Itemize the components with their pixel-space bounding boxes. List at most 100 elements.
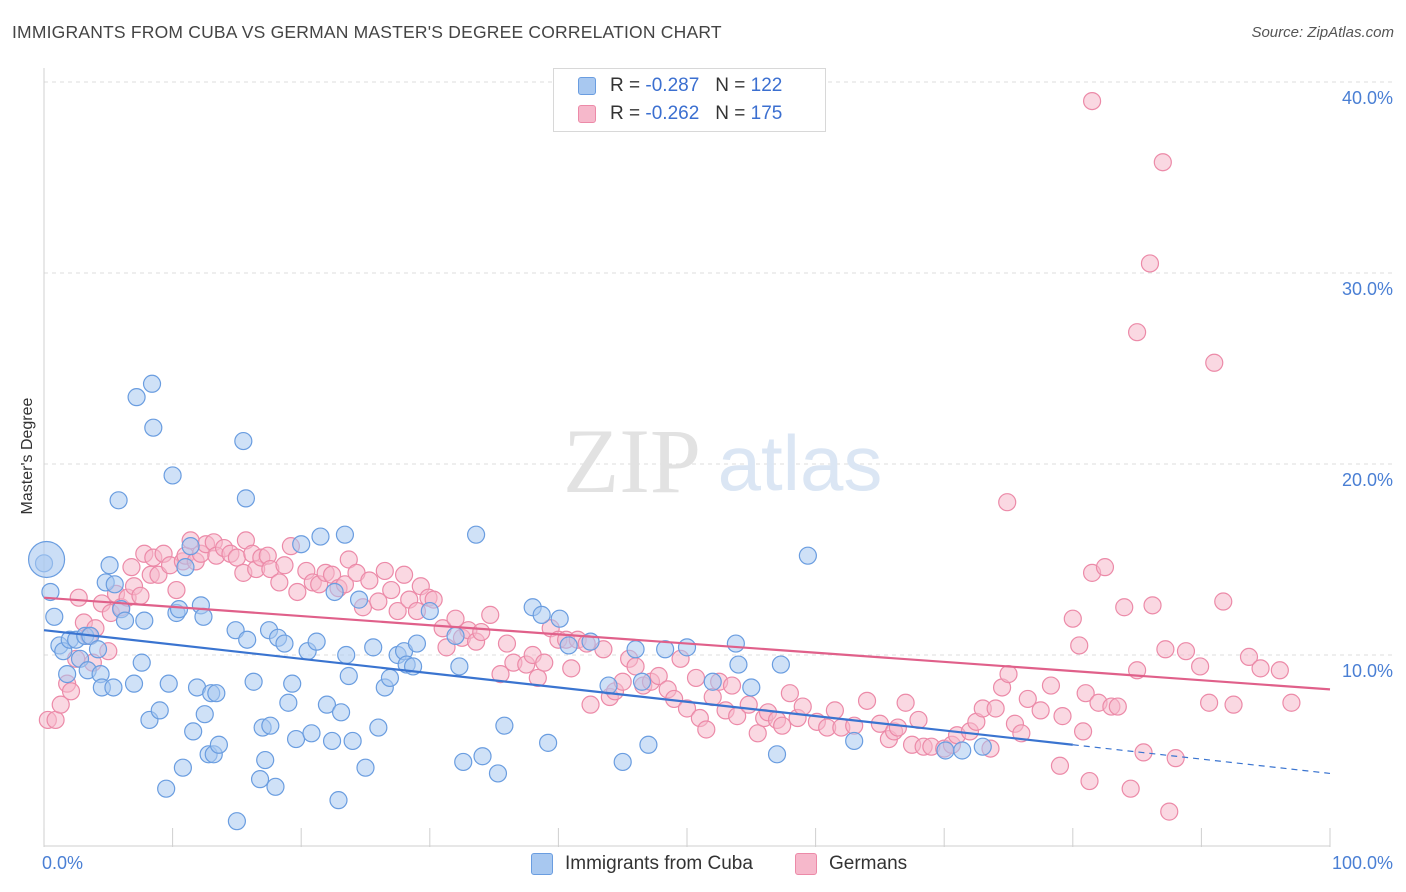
cuba-swatch bbox=[578, 77, 596, 95]
cuba-point bbox=[473, 747, 492, 766]
tick-labels: 40.0% 30.0% 20.0% 10.0% 0.0% 100.0% bbox=[42, 88, 1393, 873]
cuba-point bbox=[311, 527, 330, 546]
cuba-point bbox=[234, 431, 253, 451]
cuba-point bbox=[236, 489, 256, 508]
germans-point bbox=[131, 586, 150, 605]
germans-point bbox=[1127, 323, 1147, 342]
cuba-point bbox=[115, 611, 135, 630]
cuba-point bbox=[488, 764, 508, 783]
germans-point bbox=[1282, 693, 1301, 712]
cuba-point bbox=[275, 634, 294, 653]
germans-point bbox=[1251, 659, 1270, 678]
cuba-point bbox=[613, 752, 632, 772]
legend-r-value: -0.262 bbox=[645, 103, 700, 124]
germans-series bbox=[38, 91, 1301, 821]
cuba-point bbox=[256, 750, 275, 770]
germans-point bbox=[1095, 558, 1115, 577]
germans-point bbox=[1156, 640, 1175, 659]
germans-point bbox=[1200, 693, 1219, 712]
cuba-point bbox=[325, 582, 344, 602]
germans-point bbox=[227, 548, 246, 567]
y-tick-label-10: 10.0% bbox=[1342, 661, 1393, 681]
cuba-point bbox=[742, 678, 761, 697]
cuba-point bbox=[302, 724, 321, 743]
legend-n-value: 175 bbox=[750, 103, 783, 124]
cuba-point bbox=[349, 590, 369, 609]
cuba-point bbox=[466, 525, 486, 544]
cuba-point bbox=[331, 703, 351, 722]
x-tick-label-max: 100.0% bbox=[1332, 853, 1393, 873]
chart-title: IMMIGRANTS FROM CUBA VS GERMAN MASTER'S … bbox=[12, 22, 722, 42]
germans-point bbox=[122, 558, 141, 577]
cuba-point bbox=[450, 657, 469, 676]
germans-point bbox=[1239, 647, 1259, 667]
cuba-trend-extension bbox=[1072, 744, 1331, 775]
cuba-point bbox=[656, 640, 675, 659]
cuba-point bbox=[127, 388, 146, 407]
cuba-point bbox=[335, 525, 355, 544]
cuba-point bbox=[454, 752, 473, 772]
germans-point bbox=[1031, 701, 1050, 720]
germans-point bbox=[270, 573, 289, 592]
cuba-point bbox=[181, 537, 200, 556]
germans-point bbox=[1176, 642, 1196, 661]
germans-point bbox=[1080, 771, 1099, 791]
cuba-point bbox=[420, 601, 439, 621]
germans-point bbox=[1191, 657, 1210, 676]
germans-point bbox=[528, 668, 547, 688]
cuba-point bbox=[677, 638, 697, 657]
cuba-point bbox=[703, 672, 722, 691]
germans-point bbox=[1160, 802, 1179, 821]
germans-point bbox=[491, 664, 510, 684]
germans-point bbox=[375, 561, 394, 581]
source-label: Source: ZipAtlas.com bbox=[1251, 24, 1394, 41]
cuba-point bbox=[356, 758, 375, 777]
cuba-point bbox=[238, 630, 257, 649]
legend-r-value: -0.287 bbox=[645, 75, 700, 96]
cuba-point bbox=[317, 695, 337, 714]
cuba-point bbox=[124, 674, 144, 693]
cuba-point bbox=[292, 535, 311, 554]
cuba-point-large bbox=[27, 540, 66, 579]
germans-point bbox=[1053, 707, 1072, 726]
cuba-legend-swatch bbox=[531, 853, 553, 875]
germans-point bbox=[1082, 91, 1102, 111]
cuba-point bbox=[184, 722, 203, 741]
germans-point bbox=[739, 695, 758, 714]
germans-point bbox=[46, 710, 65, 730]
germans-point bbox=[1270, 661, 1289, 680]
cuba-point bbox=[279, 693, 298, 712]
cuba-point bbox=[364, 638, 383, 657]
cuba-point bbox=[283, 674, 302, 693]
cuba-series bbox=[27, 374, 992, 831]
watermark: ZIP atlas bbox=[563, 410, 882, 512]
cuba-point bbox=[726, 634, 745, 653]
cuba-point bbox=[135, 611, 154, 630]
y-tick-label-20: 20.0% bbox=[1342, 470, 1393, 490]
germans-point bbox=[1073, 722, 1093, 741]
cuba-point bbox=[973, 737, 992, 756]
germans-point bbox=[1070, 636, 1089, 655]
germans-point bbox=[275, 556, 294, 575]
cuba-point bbox=[767, 745, 787, 764]
cuba-point bbox=[244, 672, 263, 691]
germans-point bbox=[686, 668, 706, 688]
germans-point bbox=[382, 580, 401, 600]
germans-point bbox=[857, 691, 877, 710]
stats-legend: R = -0.287 N = 122 R = -0.262 N = 175 bbox=[553, 68, 826, 132]
bottom-legend-cuba: Immigrants from Cuba bbox=[531, 851, 753, 877]
cuba-point bbox=[286, 729, 306, 749]
germans-point bbox=[793, 697, 812, 716]
germans-point bbox=[1121, 779, 1140, 798]
germans-point bbox=[581, 695, 600, 714]
germans-point bbox=[167, 580, 186, 600]
germans-trend-line bbox=[43, 596, 1331, 691]
germans-point bbox=[1050, 756, 1070, 775]
cuba-point bbox=[339, 666, 358, 686]
cuba-point bbox=[142, 374, 162, 393]
germans-point bbox=[1214, 592, 1233, 611]
germans-point bbox=[535, 653, 554, 672]
germans-point bbox=[1063, 609, 1082, 628]
cuba-point bbox=[209, 735, 228, 754]
